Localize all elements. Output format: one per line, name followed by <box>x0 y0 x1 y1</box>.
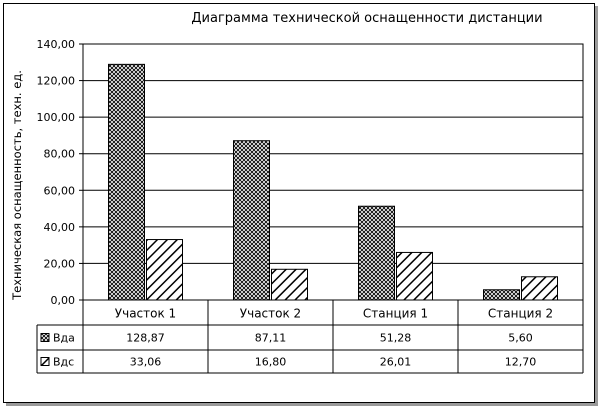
data-label: 128,87 <box>126 332 165 345</box>
x-tick-label: Станция 1 <box>363 307 428 321</box>
y-tick-label: 120,00 <box>37 75 76 88</box>
y-tick-label: 0,00 <box>51 294 76 307</box>
chart-frame <box>3 3 595 403</box>
bar-vda <box>483 289 520 301</box>
x-tick-label: Участок 2 <box>240 307 301 321</box>
y-tick-label: 100,00 <box>37 111 76 124</box>
legend-label: Вда <box>53 332 75 345</box>
data-label: 12,70 <box>505 356 537 369</box>
y-tick-labels: 0,00 20,00 40,00 60,00 80,00 100,00 120,00 140,… <box>37 38 76 307</box>
bar-vds <box>521 276 558 301</box>
x-tick-label: Станция 2 <box>488 307 553 321</box>
bar-vds <box>271 268 308 301</box>
data-label: 16,80 <box>255 356 287 369</box>
y-tick-label: 20,00 <box>44 257 76 270</box>
data-label: 87,11 <box>255 332 287 345</box>
bars <box>108 63 558 301</box>
chart-title: Диаграмма технической оснащенности диста… <box>191 11 542 26</box>
data-label: 26,01 <box>380 356 412 369</box>
legend-label: Вдс <box>53 356 74 369</box>
legend-swatch <box>40 333 50 342</box>
bar-vda <box>233 140 270 301</box>
y-axis-label: Техническая оснащенность, техн. ед. <box>10 70 24 301</box>
y-tick-label: 40,00 <box>44 221 76 234</box>
data-table: Участок 1 Участок 2 Станция 1 Станция 2 Вда 1… <box>36 300 584 374</box>
bar-vds <box>146 239 183 301</box>
x-tick-label: Участок 1 <box>115 307 176 321</box>
y-tick-label: 140,00 <box>37 38 76 51</box>
data-label: 5,60 <box>508 332 533 345</box>
y-tick-label: 60,00 <box>44 184 76 197</box>
bar-vds <box>396 251 433 301</box>
bar-vda <box>108 63 145 301</box>
bar-vda <box>358 205 395 301</box>
legend-swatch <box>40 357 50 366</box>
y-tick-label: 80,00 <box>44 148 76 161</box>
data-label: 51,28 <box>380 332 412 345</box>
data-label: 33,06 <box>130 356 162 369</box>
